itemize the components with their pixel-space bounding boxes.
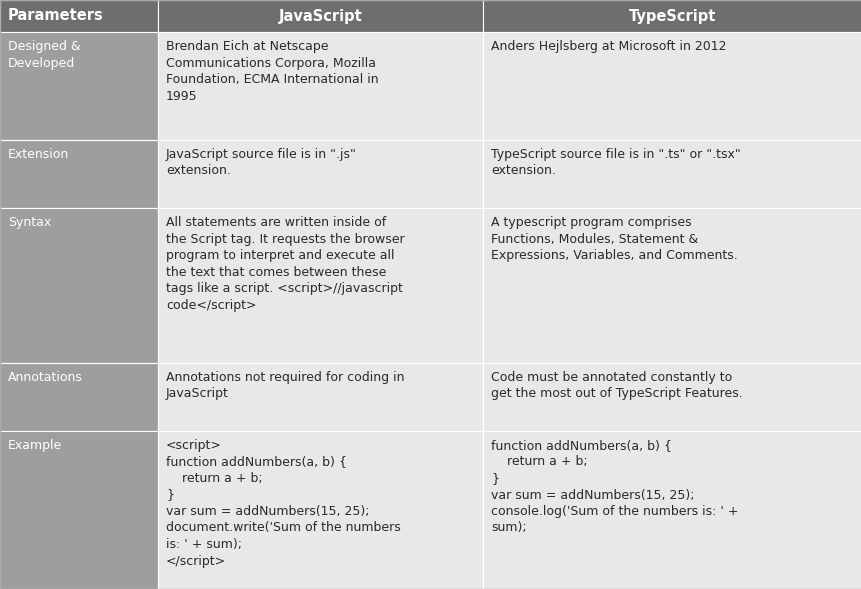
Text: Annotations not required for coding in
JavaScript: Annotations not required for coding in J… <box>166 371 404 401</box>
Text: Designed &
Developed: Designed & Developed <box>8 40 81 70</box>
Text: Code must be annotated constantly to
get the most out of TypeScript Features.: Code must be annotated constantly to get… <box>491 371 742 401</box>
Text: Syntax: Syntax <box>8 216 51 229</box>
Bar <box>158 208 482 363</box>
Text: A typescript program comprises
Functions, Modules, Statement &
Expressions, Vari: A typescript program comprises Functions… <box>491 216 737 262</box>
Bar <box>0 140 158 208</box>
Text: All statements are written inside of
the Script tag. It requests the browser
pro: All statements are written inside of the… <box>166 216 404 312</box>
Text: <script>
function addNumbers(a, b) {
    return a + b;
}
var sum = addNumbers(15: <script> function addNumbers(a, b) { ret… <box>166 439 400 567</box>
Text: Example: Example <box>8 439 62 452</box>
Text: TypeScript: TypeScript <box>628 8 715 24</box>
Bar <box>0 363 158 431</box>
Text: TypeScript source file is in ".ts" or ".tsx"
extension.: TypeScript source file is in ".ts" or ".… <box>491 148 740 177</box>
Bar <box>0 32 158 140</box>
Text: JavaScript: JavaScript <box>278 8 362 24</box>
Text: function addNumbers(a, b) {
    return a + b;
}
var sum = addNumbers(15, 25);
co: function addNumbers(a, b) { return a + b… <box>491 439 738 534</box>
Bar <box>158 0 482 32</box>
Bar <box>482 140 861 208</box>
Bar <box>0 0 158 32</box>
Bar <box>482 0 861 32</box>
Text: Brendan Eich at Netscape
Communications Corpora, Mozilla
Foundation, ECMA Intern: Brendan Eich at Netscape Communications … <box>166 40 378 102</box>
Text: Annotations: Annotations <box>8 371 83 384</box>
Text: Parameters: Parameters <box>8 8 103 24</box>
Bar <box>158 363 482 431</box>
Bar <box>0 431 158 589</box>
Bar <box>158 32 482 140</box>
Bar <box>0 208 158 363</box>
Bar <box>482 32 861 140</box>
Bar <box>158 431 482 589</box>
Text: Extension: Extension <box>8 148 69 161</box>
Bar <box>158 140 482 208</box>
Text: JavaScript source file is in ".js"
extension.: JavaScript source file is in ".js" exten… <box>166 148 356 177</box>
Text: Anders Hejlsberg at Microsoft in 2012: Anders Hejlsberg at Microsoft in 2012 <box>491 40 726 53</box>
Bar <box>482 431 861 589</box>
Bar <box>482 363 861 431</box>
Bar <box>482 208 861 363</box>
